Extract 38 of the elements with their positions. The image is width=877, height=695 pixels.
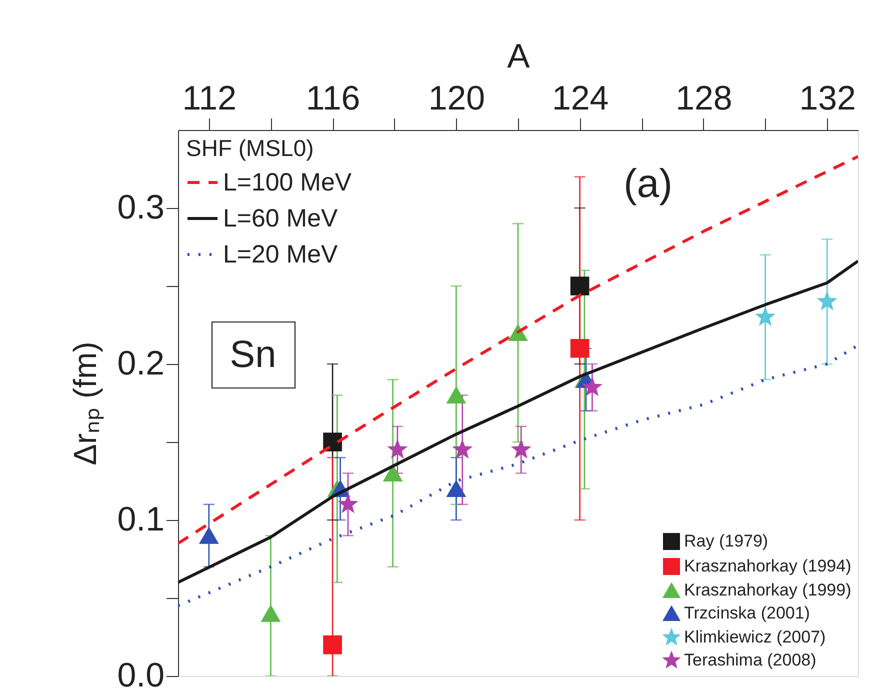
legend-label: L=60 MeV	[223, 204, 338, 232]
legend-label: L=100 MeV	[223, 168, 352, 196]
x-axis-title: A	[507, 38, 530, 76]
point	[756, 308, 774, 325]
legend-title: SHF (MSL0)	[186, 135, 314, 161]
annotation: Sn	[230, 334, 276, 376]
point	[570, 276, 590, 296]
x-tick-label: 128	[676, 80, 732, 118]
point	[446, 480, 466, 498]
legend-label: L=20 MeV	[223, 240, 338, 268]
x-tick-label: 116	[306, 80, 360, 118]
point	[512, 440, 530, 458]
point	[323, 635, 342, 654]
annotation: (a)	[624, 162, 672, 206]
legend-label: Ray (1979)	[684, 532, 768, 550]
point	[570, 338, 590, 358]
legend-label: Klimkiewicz (2007)	[684, 628, 826, 646]
point	[200, 527, 218, 544]
y-tick-label: 0.0	[117, 656, 164, 694]
legend-label: Terashima (2008)	[684, 650, 816, 670]
y-tick-label: 0.1	[117, 500, 164, 538]
point	[583, 378, 602, 396]
point	[818, 292, 836, 310]
point	[261, 605, 280, 622]
x-tick-label: 120	[428, 80, 486, 118]
point	[453, 440, 472, 458]
legend-label: Krasznahorkay (1994)	[684, 556, 852, 576]
point	[339, 494, 357, 512]
y-tick-label: 0.2	[117, 344, 164, 382]
point	[446, 386, 466, 404]
x-tick-label: 112	[182, 80, 237, 118]
x-tick-label: 132	[799, 80, 856, 118]
legend-label: Trzcinska (2001)	[684, 604, 810, 622]
legend-label: Krasznahorkay (1999)	[684, 580, 852, 600]
y-axis-title: Δrₙₚ (fm)	[67, 342, 104, 466]
y-tick-label: 0.3	[117, 188, 164, 226]
x-tick-label: 124	[552, 80, 609, 118]
point	[388, 440, 406, 458]
